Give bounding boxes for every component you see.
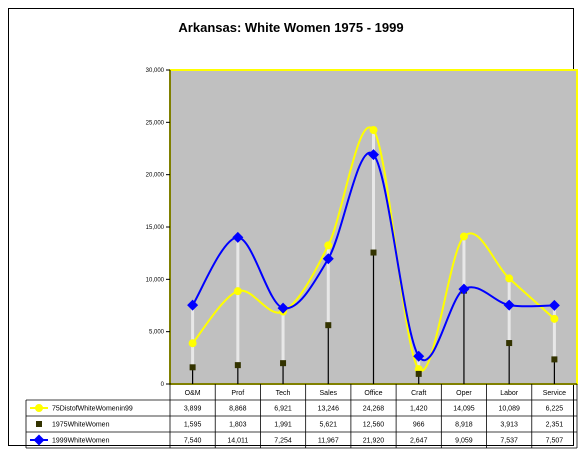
data-cell: 9,059 (455, 438, 473, 445)
series-line-0 (191, 126, 556, 372)
y-tick-label: 10,000 (146, 277, 165, 283)
data-cell: 5,621 (320, 422, 338, 429)
legend-key-marker (33, 434, 45, 446)
data-point-0-6 (459, 232, 468, 241)
series-markers (187, 125, 560, 377)
data-cell: 13,246 (318, 406, 340, 413)
legend-key-marker (36, 421, 42, 427)
y-tick-label: 15,000 (146, 225, 165, 231)
data-cell: 7,537 (500, 438, 518, 445)
y-tick-label: 0 (161, 382, 165, 388)
data-point-1-3 (325, 322, 332, 329)
data-point-0-7 (505, 274, 514, 283)
data-cell: 2,647 (410, 438, 428, 445)
data-point-1-7 (506, 340, 513, 347)
category-label: Prof (231, 390, 244, 397)
category-label: Office (364, 390, 382, 397)
data-cell: 8,868 (229, 406, 247, 413)
legend-label: 1975WhiteWomen (52, 422, 110, 429)
data-point-2-6 (458, 283, 470, 295)
category-label: Oper (456, 390, 472, 397)
data-cell: 3,913 (500, 422, 518, 429)
y-tick-label: 20,000 (146, 173, 165, 179)
data-point-0-1 (233, 287, 242, 296)
data-cell: 14,011 (227, 438, 248, 445)
legend-key-marker (35, 404, 43, 412)
data-point-2-2 (277, 302, 289, 314)
data-point-2-7 (503, 299, 515, 311)
data-cell: 1,420 (410, 406, 428, 413)
data-point-0-4 (369, 125, 378, 134)
y-axis: 0 5,000 10,000 15,000 20,000 25,000 30,000 (146, 68, 171, 388)
data-point-1-0 (189, 364, 196, 371)
data-cell: 1,595 (184, 422, 202, 429)
data-cell: 7,540 (184, 438, 202, 445)
data-cell: 24,268 (363, 406, 385, 413)
data-cell: 8,918 (455, 422, 473, 429)
category-label: Tech (276, 390, 291, 397)
data-point-1-1 (234, 362, 241, 369)
data-cell: 11,967 (318, 438, 339, 445)
data-point-2-4 (368, 149, 379, 161)
data-point-1-5 (415, 370, 422, 377)
category-label: Sales (320, 390, 338, 397)
data-point-1-8 (551, 356, 558, 363)
data-cell: 7,254 (274, 438, 292, 445)
data-point-2-1 (232, 231, 244, 243)
y-tick-label: 5,000 (149, 330, 165, 336)
data-cell: 3,899 (184, 406, 202, 413)
data-point-0-0 (188, 339, 197, 348)
data-cell: 1,803 (229, 422, 247, 429)
data-point-1-2 (280, 360, 287, 367)
data-point-2-8 (548, 299, 560, 311)
category-label: Labor (500, 390, 519, 397)
legend-label: 1999WhiteWomen (52, 438, 110, 445)
legend-label: 75DistofWhiteWomenin99 (52, 406, 133, 413)
category-label: Service (543, 390, 566, 397)
data-table: O&M Prof Tech Sales Office Craft Oper Labor Serv… (25, 383, 578, 449)
chart-title: Arkansas: White Women 1975 - 1999 (178, 20, 404, 35)
y-tick-label: 30,000 (146, 68, 165, 74)
data-cell: 6,225 (546, 406, 564, 413)
category-label: Craft (411, 390, 426, 397)
data-cell: 1,991 (274, 422, 292, 429)
data-cell: 14,095 (453, 406, 475, 413)
data-cell: 12,560 (363, 422, 385, 429)
data-cell: 21,920 (363, 438, 385, 445)
data-cell: 966 (413, 422, 425, 429)
category-label: O&M (185, 390, 201, 397)
data-cell: 7,507 (546, 438, 564, 445)
data-point-0-3 (324, 241, 333, 250)
data-point-2-0 (187, 299, 199, 311)
data-point-0-8 (550, 314, 559, 323)
data-point-2-5 (413, 350, 425, 362)
data-point-2-3 (322, 253, 334, 265)
data-cell: 10,089 (498, 406, 520, 413)
data-point-1-4 (370, 249, 377, 256)
data-cell: 6,921 (274, 406, 292, 413)
y-tick-label: 25,000 (146, 120, 165, 126)
data-cell: 2,351 (546, 422, 564, 429)
